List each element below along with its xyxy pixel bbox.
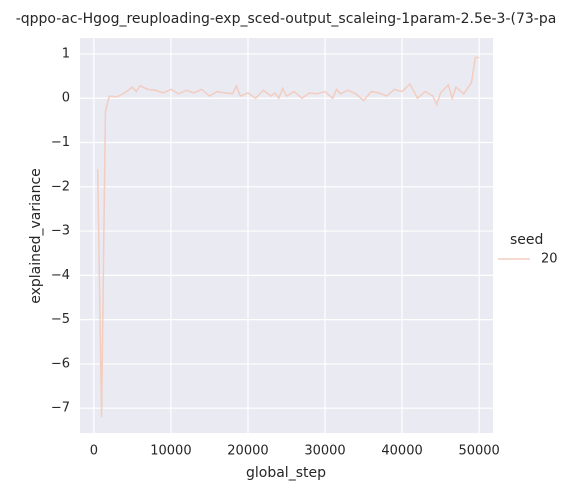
x-tick-label: 50000 (458, 444, 499, 459)
x-tick-label: 40000 (381, 444, 422, 459)
x-tick-label: 10000 (150, 444, 191, 459)
legend-title: seed (510, 232, 543, 248)
legend-label: 20 (541, 252, 558, 267)
x-axis-label: global_step (246, 465, 326, 481)
x-tick-label: 20000 (227, 444, 268, 459)
y-tick-label: 0 (62, 91, 70, 106)
y-axis-label: explained_variance (28, 168, 44, 304)
y-tick-label: −5 (51, 312, 70, 327)
y-tick-label: −4 (51, 268, 70, 283)
y-tick-label: −6 (51, 356, 70, 371)
x-tick-label: 0 (90, 444, 98, 459)
y-tick-label: 1 (62, 46, 70, 61)
plot-area (80, 38, 493, 433)
y-tick-label: −2 (51, 179, 70, 194)
chart-title: -qppo-ac-Hgog_reuploading-exp_sced-outpu… (16, 11, 557, 27)
line-series (96, 56, 480, 418)
y-tick-label: −7 (51, 401, 70, 416)
x-tick-label: 30000 (304, 444, 345, 459)
y-tick-label: −1 (51, 135, 70, 150)
y-tick-label: −3 (51, 224, 70, 239)
